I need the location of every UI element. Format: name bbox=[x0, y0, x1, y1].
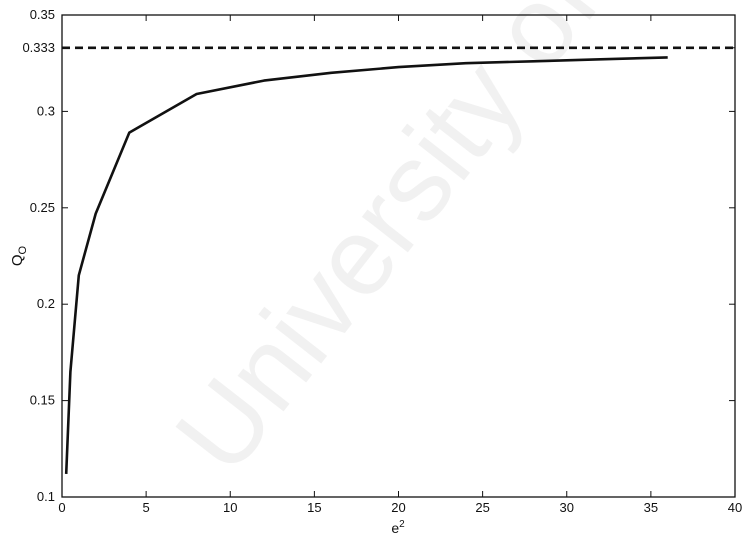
y-tick-label: 0.333 bbox=[22, 40, 55, 55]
y-axis-label: QO bbox=[9, 245, 29, 266]
x-axis-label-base: e bbox=[391, 520, 399, 536]
y-axis-ticks: 0.1 0.15 0.2 0.25 0.3 0.333 0.35 bbox=[22, 7, 735, 504]
x-tick-label: 35 bbox=[644, 500, 658, 515]
x-tick-label: 40 bbox=[728, 500, 742, 515]
y-tick-label: 0.35 bbox=[30, 7, 55, 22]
y-tick-label: 0.1 bbox=[37, 489, 55, 504]
x-axis-label-superscript: 2 bbox=[399, 519, 405, 530]
y-tick-label: 0.25 bbox=[30, 200, 55, 215]
q-curve-line bbox=[64, 56, 668, 474]
y-axis-label-subscript: O bbox=[17, 245, 29, 254]
watermark-text: University of Cape Town bbox=[152, 0, 744, 495]
x-tick-label: 0 bbox=[58, 500, 65, 515]
x-tick-label: 20 bbox=[391, 500, 405, 515]
x-axis-ticks: 0 5 10 15 20 25 30 35 40 bbox=[58, 15, 742, 515]
y-tick-label: 0.3 bbox=[37, 103, 55, 118]
x-tick-label: 25 bbox=[475, 500, 489, 515]
series-layer bbox=[62, 46, 735, 474]
x-tick-label: 30 bbox=[560, 500, 574, 515]
x-tick-label: 15 bbox=[307, 500, 321, 515]
y-tick-label: 0.2 bbox=[37, 296, 55, 311]
x-tick-label: 5 bbox=[143, 500, 150, 515]
x-axis-label: e2 bbox=[391, 519, 405, 536]
x-tick-label: 10 bbox=[223, 500, 237, 515]
y-axis-label-base: Q bbox=[9, 254, 26, 266]
y-tick-label: 0.15 bbox=[30, 393, 55, 408]
